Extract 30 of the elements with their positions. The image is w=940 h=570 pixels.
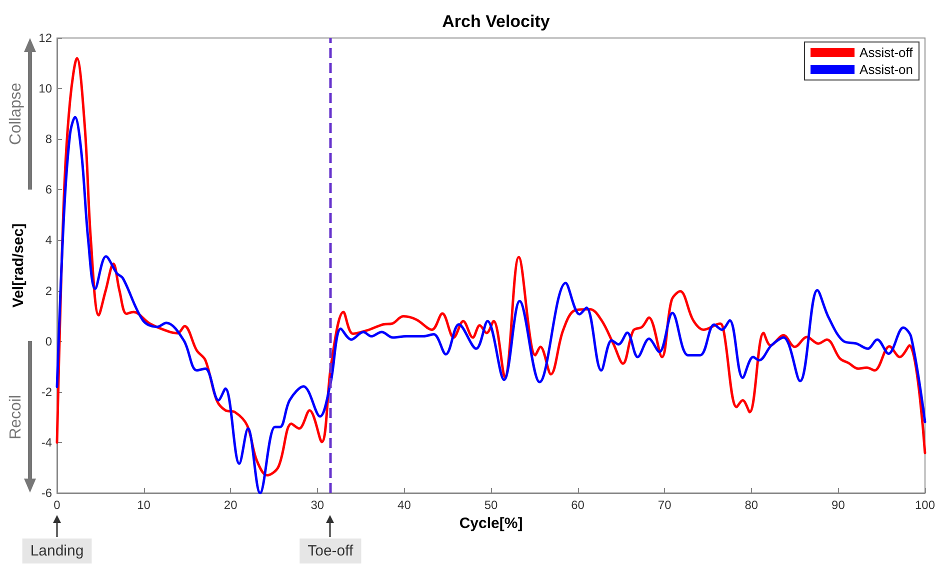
chart-title: Arch Velocity	[442, 12, 550, 31]
x-tick-label: 70	[658, 498, 672, 512]
x-tick-label: 0	[54, 498, 61, 512]
y-tick-label: 4	[45, 233, 52, 248]
x-tick-label: 30	[310, 498, 324, 512]
y-tick-label: -2	[41, 384, 52, 399]
y-tick-label: 8	[45, 132, 52, 146]
x-tick-label: 90	[832, 498, 846, 512]
x-tick-label: 80	[744, 498, 758, 512]
y-tick-label: -4	[41, 435, 52, 450]
y-axis-title: Vel[rad/sec]	[10, 223, 27, 308]
y-tick-label: 12	[38, 31, 52, 45]
x-tick-label: 40	[398, 498, 412, 512]
y-tick-label: 10	[38, 82, 52, 96]
legend-label: Assist-off	[860, 45, 914, 60]
y-tick-label: 2	[45, 284, 52, 298]
x-axis-title: Cycle[%]	[459, 514, 523, 532]
text: Landing	[30, 542, 84, 560]
y-tick-label: 0	[45, 334, 52, 348]
x-tick-label: 10	[137, 498, 151, 512]
x-tick-label: 20	[224, 498, 238, 512]
text: Collapse	[8, 82, 24, 145]
text: Recoil	[8, 394, 24, 440]
y-tick-label: 6	[45, 182, 52, 197]
text: Toe-off	[308, 542, 354, 560]
y-tick-label: -6	[41, 486, 52, 500]
legend-label: Assist-on	[860, 62, 914, 77]
x-tick-label: 50	[484, 498, 498, 512]
x-tick-label: 60	[571, 498, 585, 512]
x-tick-label: 100	[914, 498, 936, 512]
